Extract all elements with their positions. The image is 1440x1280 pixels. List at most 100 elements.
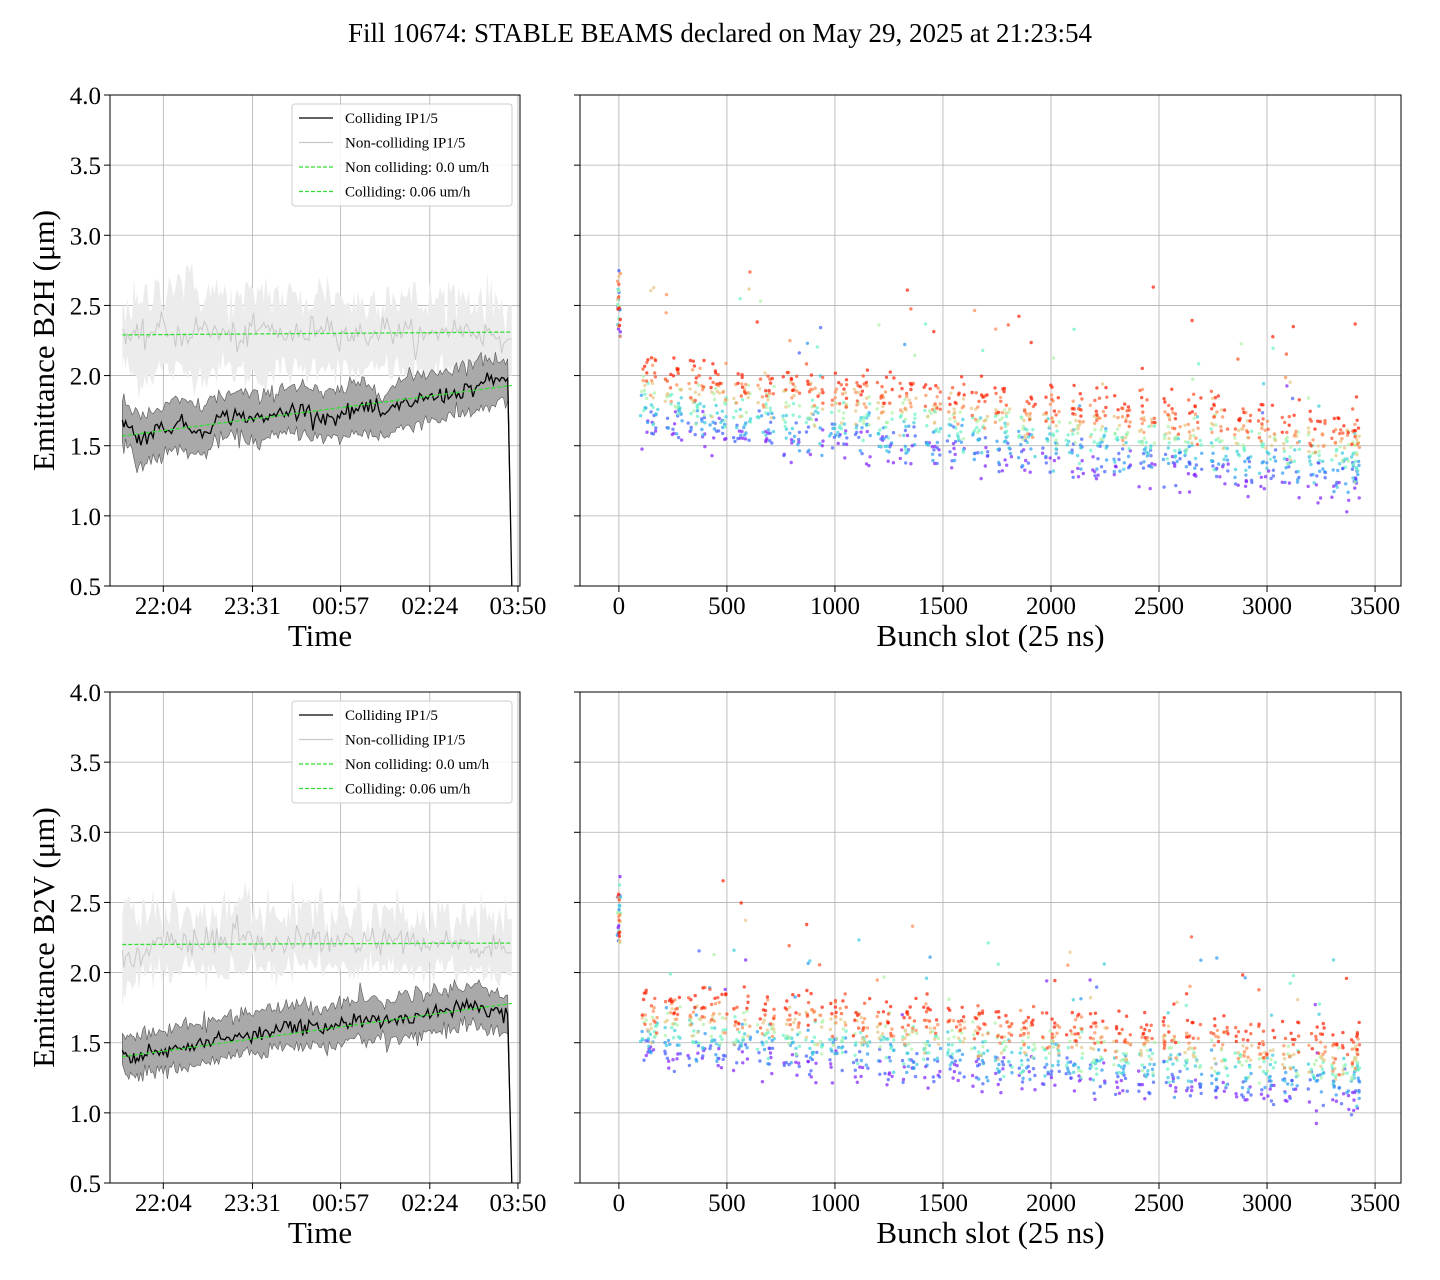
data-point	[1288, 380, 1292, 384]
data-point	[1088, 1012, 1093, 1016]
data-point	[1175, 1000, 1179, 1004]
data-point	[809, 991, 813, 996]
data-point	[1010, 1071, 1014, 1075]
data-point	[983, 464, 987, 468]
data-point	[983, 1039, 988, 1044]
data-point	[1073, 1062, 1078, 1067]
data-point	[885, 1083, 889, 1087]
data-point	[1214, 423, 1218, 427]
data-point	[768, 1051, 773, 1055]
data-point	[1052, 1025, 1057, 1029]
data-point	[1054, 424, 1059, 428]
data-point	[1306, 426, 1311, 430]
data-point	[668, 1042, 672, 1047]
data-point	[875, 1025, 880, 1029]
data-point	[675, 383, 679, 387]
data-point	[879, 396, 883, 400]
data-point	[1115, 1080, 1119, 1084]
data-point	[835, 1051, 839, 1056]
data-point	[1321, 1021, 1326, 1026]
data-point	[1051, 356, 1056, 360]
data-point	[766, 374, 770, 378]
data-point	[702, 413, 707, 417]
data-point	[724, 361, 728, 366]
data-point	[722, 418, 726, 423]
top-left-legend-label: Non-colliding IP1/5	[345, 136, 465, 152]
data-point	[791, 382, 795, 386]
data-point	[740, 382, 744, 386]
data-point	[690, 368, 695, 372]
data-point	[902, 1016, 906, 1020]
data-point	[795, 389, 799, 393]
data-point	[985, 414, 990, 419]
data-point	[676, 435, 681, 440]
data-point	[1249, 1032, 1253, 1036]
data-point	[700, 1015, 704, 1019]
data-point	[1044, 395, 1048, 399]
data-point	[915, 1062, 919, 1067]
data-point	[1257, 408, 1261, 412]
data-point	[680, 419, 684, 423]
data-point	[1242, 424, 1246, 428]
data-point	[1199, 396, 1203, 400]
data-point	[1289, 445, 1293, 449]
data-point	[1242, 410, 1246, 415]
data-point	[1150, 465, 1154, 469]
data-point	[1262, 487, 1267, 491]
data-point	[1267, 1076, 1272, 1080]
data-point	[815, 406, 819, 410]
data-point	[1167, 1056, 1171, 1060]
data-point	[649, 288, 653, 293]
data-point	[912, 1066, 916, 1071]
data-point	[1331, 1069, 1335, 1074]
data-point	[793, 385, 797, 389]
data-point	[912, 1019, 917, 1023]
data-point	[1200, 467, 1204, 471]
data-point	[933, 402, 937, 406]
data-point	[617, 295, 621, 299]
data-point	[1127, 424, 1131, 429]
data-point	[903, 342, 907, 347]
data-point	[1093, 398, 1097, 403]
data-point	[1004, 403, 1008, 407]
data-point	[1246, 1038, 1250, 1043]
data-point	[883, 444, 887, 449]
data-point	[1260, 422, 1264, 426]
data-point	[911, 1026, 915, 1031]
data-point	[1334, 1073, 1339, 1077]
data-point	[1092, 1091, 1096, 1096]
data-point	[764, 402, 768, 406]
data-point	[972, 428, 977, 432]
data-point	[1283, 1079, 1287, 1083]
top-left-xtick-label: 03:50	[489, 593, 546, 620]
data-point	[1264, 446, 1268, 450]
data-point	[1112, 469, 1117, 474]
data-point	[841, 392, 845, 396]
data-point	[877, 1036, 881, 1041]
data-point	[1267, 469, 1271, 473]
data-point	[1068, 1071, 1072, 1076]
data-point	[1004, 1013, 1008, 1018]
top-left-noncolliding-fit-line	[122, 331, 512, 336]
data-point	[1094, 409, 1099, 413]
data-point	[962, 1020, 966, 1024]
data-point	[648, 1032, 653, 1037]
data-point	[885, 449, 889, 453]
data-point	[748, 417, 753, 421]
data-point	[743, 1022, 748, 1026]
data-point	[976, 1004, 980, 1008]
data-point	[1050, 1069, 1054, 1073]
data-point	[717, 1012, 722, 1016]
data-point	[1024, 1019, 1028, 1023]
data-point	[1183, 423, 1187, 427]
data-point	[1077, 1068, 1081, 1073]
data-point	[1334, 453, 1338, 458]
data-point	[762, 1047, 767, 1052]
data-point	[769, 420, 773, 424]
data-point	[899, 413, 903, 418]
data-point	[1280, 1019, 1285, 1024]
data-point	[843, 1020, 847, 1024]
top-left-ytick-label: 2.0	[70, 364, 101, 391]
data-point	[741, 1038, 746, 1042]
data-point	[695, 1059, 699, 1063]
